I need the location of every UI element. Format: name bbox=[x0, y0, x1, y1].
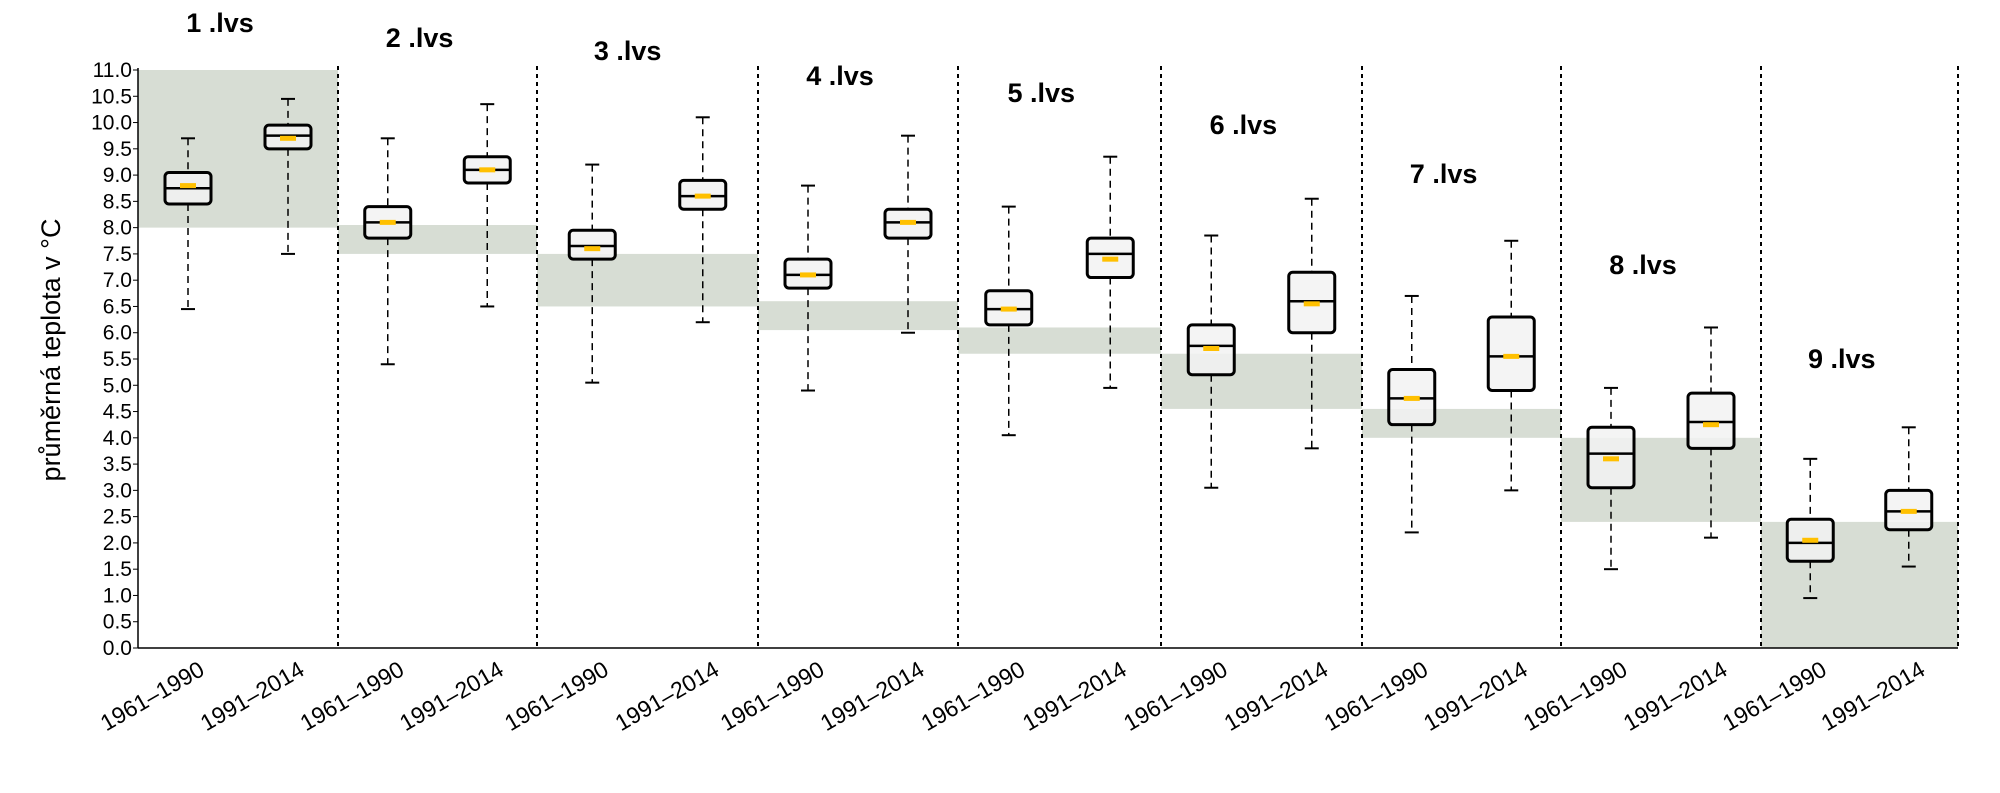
y-tick-label: 10.5 bbox=[91, 85, 132, 108]
range-band bbox=[958, 327, 1161, 354]
period-label: 1961–1990 bbox=[96, 656, 209, 736]
period-label: 1961–1990 bbox=[917, 656, 1030, 736]
group-label: 3 .lvs bbox=[594, 36, 662, 66]
y-tick-label: 2.5 bbox=[103, 506, 132, 529]
mean-marker bbox=[1603, 456, 1619, 462]
mean-marker bbox=[280, 135, 296, 141]
mean-marker bbox=[1503, 353, 1520, 359]
period-label: 1961–1990 bbox=[716, 656, 829, 736]
group-label: 4 .lvs bbox=[806, 61, 874, 91]
range-band bbox=[537, 253, 758, 307]
box-layer bbox=[163, 97, 1934, 600]
period-label: 1961–1990 bbox=[1320, 656, 1433, 736]
band-layer bbox=[138, 70, 1958, 648]
y-tick-label: 6.0 bbox=[103, 322, 132, 345]
y-tick-label: 10.0 bbox=[91, 112, 132, 135]
y-tick-label: 5.0 bbox=[103, 374, 132, 397]
group-label: 9 .lvs bbox=[1808, 344, 1876, 374]
mean-marker bbox=[1802, 537, 1819, 543]
mean-marker bbox=[800, 272, 816, 278]
period-label: 1991–2014 bbox=[1619, 656, 1732, 736]
y-tick-label: 3.0 bbox=[103, 479, 132, 502]
period-label: 1961–1990 bbox=[1119, 656, 1232, 736]
mean-marker bbox=[1703, 422, 1719, 428]
mean-marker bbox=[1203, 345, 1220, 351]
separator-layer bbox=[337, 66, 1959, 648]
y-tick-label: 6.5 bbox=[103, 295, 132, 318]
y-tick-label: 2.0 bbox=[103, 532, 132, 555]
period-label: 1991–2014 bbox=[1018, 656, 1131, 736]
axes-layer: 0.0 0.5 1.0 1.5 2.0 2.5 3.0 3.5 4.0 4.5 5.0 5.5 6.0 6… bbox=[91, 59, 1958, 660]
group-label: 6 .lvs bbox=[1210, 110, 1278, 140]
mean-marker bbox=[180, 183, 196, 189]
mean-marker bbox=[1000, 306, 1017, 312]
period-label: 1991–2014 bbox=[611, 656, 724, 736]
y-tick-label: 4.5 bbox=[103, 401, 132, 424]
box-iqr bbox=[1486, 315, 1536, 393]
y-tick-label: 9.0 bbox=[103, 164, 132, 187]
period-label: 1961–1990 bbox=[1718, 656, 1831, 736]
y-tick-label: 8.0 bbox=[103, 217, 132, 240]
y-tick-label: 1.0 bbox=[103, 584, 132, 607]
mean-marker bbox=[900, 219, 916, 225]
period-label: 1991–2014 bbox=[196, 656, 309, 736]
y-tick-label: 7.5 bbox=[103, 243, 132, 266]
y-axis-label: průměrná teplota v °C bbox=[36, 219, 66, 482]
y-tick-label: 9.5 bbox=[103, 138, 132, 161]
period-label: 1991–2014 bbox=[395, 656, 508, 736]
period-label: 1991–2014 bbox=[816, 656, 929, 736]
y-tick-label: 5.5 bbox=[103, 348, 132, 371]
mean-marker bbox=[1102, 256, 1119, 262]
y-tick-label: 7.0 bbox=[103, 269, 132, 292]
group-label: 7 .lvs bbox=[1410, 159, 1478, 189]
y-tick-label: 8.5 bbox=[103, 190, 132, 213]
mean-marker bbox=[1303, 301, 1320, 307]
mean-marker bbox=[1403, 395, 1420, 401]
period-label: 1991–2014 bbox=[1419, 656, 1532, 736]
period-label: 1961–1990 bbox=[296, 656, 409, 736]
y-tick-label: 0.0 bbox=[103, 637, 132, 660]
mean-marker bbox=[584, 246, 601, 252]
y-tick-label: 11.0 bbox=[93, 59, 132, 82]
box-iqr bbox=[1686, 391, 1736, 450]
group-label: 1 .lvs bbox=[186, 8, 254, 38]
box-iqr bbox=[567, 228, 617, 261]
y-tick-label: 0.5 bbox=[103, 611, 132, 634]
period-label: 1991–2014 bbox=[1220, 656, 1333, 736]
y-tick-label: 4.0 bbox=[103, 427, 132, 450]
y-tick-label: 3.5 bbox=[103, 453, 132, 476]
group-label: 2 .lvs bbox=[386, 23, 454, 53]
period-label: 1961–1990 bbox=[1519, 656, 1632, 736]
group-label: 8 .lvs bbox=[1609, 250, 1677, 280]
mean-marker bbox=[379, 219, 396, 225]
period-label: 1961–1990 bbox=[500, 656, 613, 736]
group-label: 5 .lvs bbox=[1007, 78, 1075, 108]
mean-marker bbox=[479, 167, 496, 173]
period-label: 1991–2014 bbox=[1817, 656, 1930, 736]
range-band bbox=[758, 301, 958, 331]
mean-marker bbox=[1900, 508, 1917, 514]
mean-marker bbox=[694, 193, 711, 199]
y-tick-label: 1.5 bbox=[103, 558, 132, 581]
